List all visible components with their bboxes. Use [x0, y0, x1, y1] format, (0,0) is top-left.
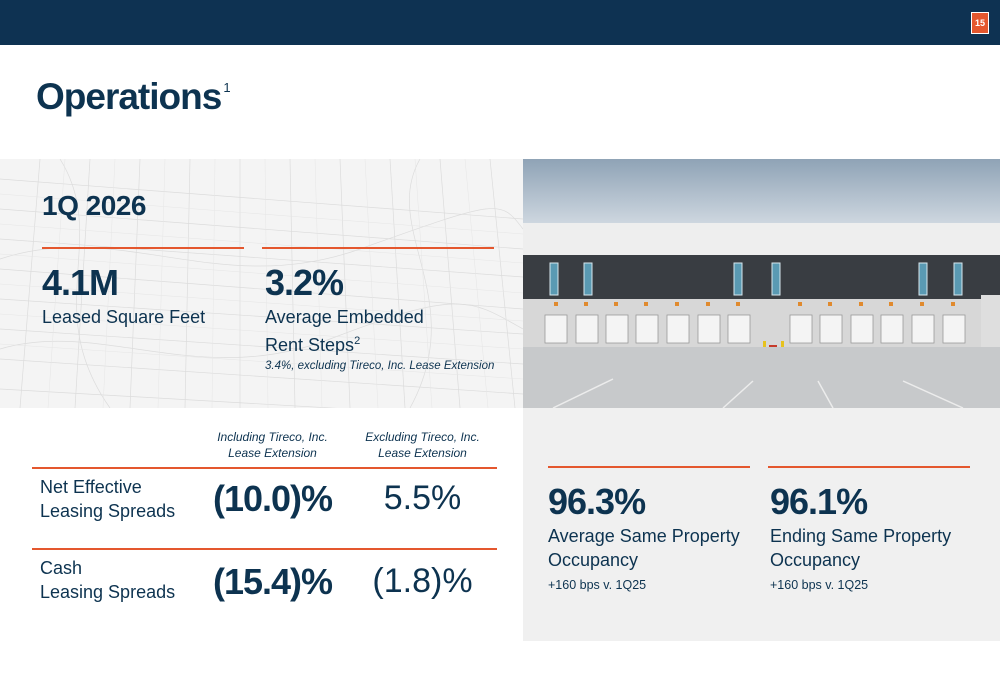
- top-bar: 15: [0, 0, 1000, 45]
- map-background-panel: [0, 159, 523, 408]
- rent-steps-label-line2: Rent Steps: [265, 335, 355, 355]
- cash-label-line1: Cash: [40, 558, 83, 578]
- col-head-excluding: Excluding Tireco, Inc. Lease Extension: [350, 429, 495, 461]
- col-head-excluding-line1: Excluding Tireco, Inc.: [365, 430, 480, 444]
- net-effective-including: (10.0)%: [212, 478, 333, 519]
- net-effective-row-label: Net Effective Leasing Spreads: [40, 475, 175, 523]
- ending-occupancy-note: +160 bps v. 1Q25: [770, 578, 869, 592]
- avg-occupancy-value: 96.3%: [548, 481, 646, 522]
- ending-occupancy-label-line1: Ending Same Property: [770, 526, 952, 546]
- page-title: Operations 1: [36, 76, 231, 118]
- avg-occupancy-note: +160 bps v. 1Q25: [548, 578, 647, 592]
- cash-label-line2: Leasing Spreads: [40, 582, 176, 602]
- page-title-text: Operations: [36, 76, 222, 117]
- cash-excluding: (1.8)%: [372, 562, 473, 600]
- rent-steps-value: 3.2%: [265, 262, 344, 303]
- kpi-rule-1: [42, 247, 244, 249]
- ending-occupancy-label-line2: Occupancy: [770, 550, 861, 570]
- occupancy-rule-1: [548, 466, 750, 468]
- rent-steps-label-line1: Average Embedded: [265, 307, 424, 327]
- table-rule-1: [32, 467, 497, 469]
- net-effective-excluding: 5.5%: [383, 479, 462, 517]
- title-footnote: 1: [223, 80, 231, 95]
- page-number-badge: 15: [971, 12, 989, 34]
- col-head-excluding-line2: Lease Extension: [378, 446, 467, 460]
- avg-occupancy-label-line1: Average Same Property: [548, 526, 740, 546]
- occupancy-panel: [523, 408, 1000, 641]
- leased-sqft-label: Leased Square Feet: [42, 307, 206, 327]
- street-map-graphic: [0, 159, 523, 408]
- quarter-heading: 1Q 2026: [42, 190, 146, 221]
- net-effective-label-line1: Net Effective: [40, 477, 142, 497]
- rent-steps-footnote: 2: [354, 335, 361, 347]
- cash-including: (15.4)%: [212, 561, 333, 602]
- leased-sqft-value: 4.1M: [42, 262, 119, 303]
- col-head-including-line2: Lease Extension: [228, 446, 317, 460]
- avg-occupancy-label-line2: Occupancy: [548, 550, 639, 570]
- net-effective-label-line2: Leasing Spreads: [40, 501, 176, 521]
- col-head-including: Including Tireco, Inc. Lease Extension: [200, 429, 345, 461]
- occupancy-rule-2: [768, 466, 970, 468]
- cash-row-label: Cash Leasing Spreads: [40, 556, 175, 604]
- kpi-rule-2: [262, 247, 494, 249]
- rent-steps-label: Average Embedded Rent Steps2: [265, 305, 424, 357]
- ending-occupancy-label: Ending Same Property Occupancy: [770, 524, 951, 572]
- table-rule-2: [32, 548, 497, 550]
- ending-occupancy-value: 96.1%: [770, 481, 868, 522]
- rent-steps-note: 3.4%, excluding Tireco, Inc. Lease Exten…: [265, 360, 495, 372]
- avg-occupancy-label: Average Same Property Occupancy: [548, 524, 740, 572]
- warehouse-photo: [523, 159, 1000, 408]
- col-head-including-line1: Including Tireco, Inc.: [217, 430, 328, 444]
